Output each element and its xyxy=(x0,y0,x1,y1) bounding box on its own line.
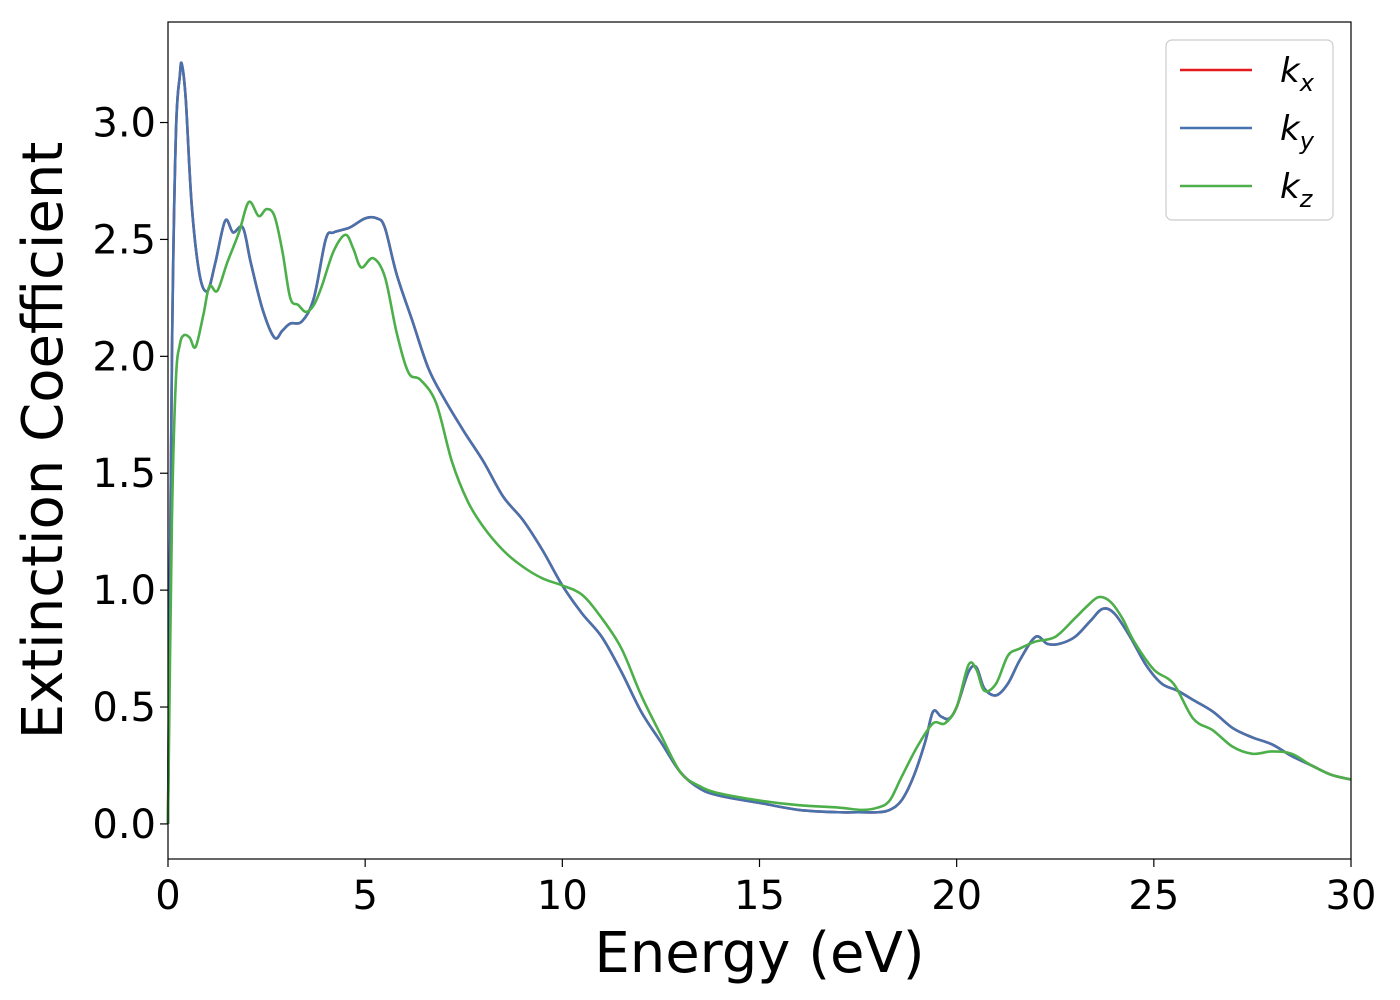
x-axis-ticks: 0 5 10 15 20 25 30 xyxy=(155,859,1376,919)
y-tick-label: 1.0 xyxy=(92,568,156,614)
series-layer xyxy=(166,61,1352,824)
x-tick-label: 30 xyxy=(1326,873,1377,919)
legend-label-subscript: z xyxy=(1299,185,1314,213)
y-tick-label: 1.5 xyxy=(92,451,156,497)
series-line-ky xyxy=(166,61,1352,824)
y-tick-label: 0.0 xyxy=(92,802,156,848)
legend-label-subscript: x xyxy=(1299,69,1315,97)
legend-label-symbol: k xyxy=(1280,167,1301,207)
x-axis-title: Energy (eV) xyxy=(594,921,924,986)
legend-label-kx: kx xyxy=(1280,51,1315,97)
x-tick-label: 10 xyxy=(537,873,588,919)
x-tick-label: 5 xyxy=(352,873,377,919)
y-axis-title: Extinction Coefficient xyxy=(11,142,76,740)
series-line-kz xyxy=(166,200,1352,824)
x-tick-label: 20 xyxy=(931,873,982,919)
x-tick-label: 15 xyxy=(734,873,785,919)
legend-label-symbol: k xyxy=(1280,109,1301,149)
legend-label-kz: kz xyxy=(1280,167,1314,213)
y-axis-ticks: 0.0 0.5 1.0 1.5 2.0 2.5 3.0 xyxy=(92,101,168,848)
legend-box xyxy=(1165,39,1334,221)
y-tick-label: 2.5 xyxy=(92,217,156,263)
x-tick-label: 25 xyxy=(1128,873,1179,919)
legend-label-subscript: y xyxy=(1299,127,1315,155)
legend-label-ky: ky xyxy=(1280,109,1315,155)
x-tick-label: 0 xyxy=(155,873,180,919)
y-tick-label: 3.0 xyxy=(92,101,156,147)
y-tick-label: 2.0 xyxy=(92,334,156,380)
y-tick-label: 0.5 xyxy=(92,685,156,731)
legend-label-symbol: k xyxy=(1280,51,1301,91)
